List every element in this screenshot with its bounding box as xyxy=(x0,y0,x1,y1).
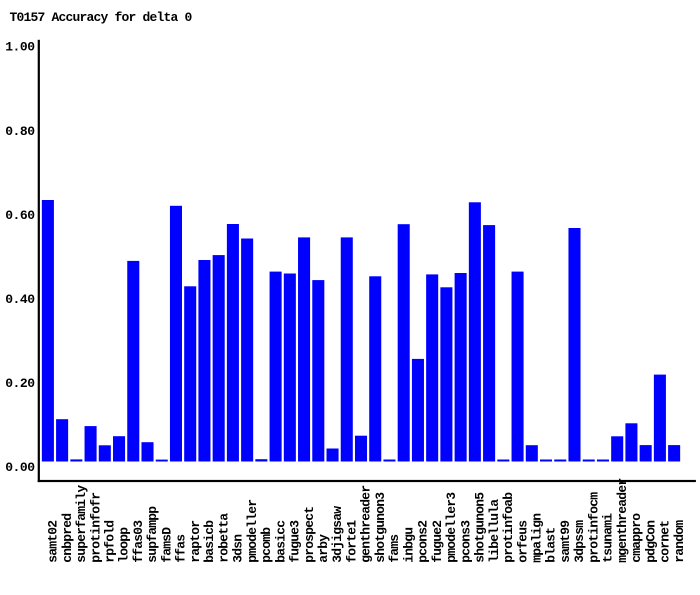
svg-text:pmodeller3: pmodeller3 xyxy=(444,492,459,563)
svg-text:shotgunon5: shotgunon5 xyxy=(473,492,488,563)
svg-text:prospect: prospect xyxy=(302,507,317,563)
svg-text:0.20: 0.20 xyxy=(5,376,35,391)
svg-text:libellula: libellula xyxy=(487,499,502,563)
svg-text:0.00: 0.00 xyxy=(5,460,35,475)
svg-text:T0157 Accuracy for delta 0: T0157 Accuracy for delta 0 xyxy=(10,10,193,25)
svg-text:blast: blast xyxy=(544,528,559,563)
svg-text:forte1: forte1 xyxy=(344,520,359,563)
svg-text:0.80: 0.80 xyxy=(5,124,35,139)
svg-text:inbgu: inbgu xyxy=(401,528,416,563)
svg-text:pmodeller: pmodeller xyxy=(245,500,260,563)
svg-text:supfampp: supfampp xyxy=(145,506,160,563)
svg-text:loopp: loopp xyxy=(117,527,132,563)
svg-text:tsunami: tsunami xyxy=(601,513,616,563)
svg-text:3dsn: 3dsn xyxy=(231,534,246,563)
svg-text:3dpssm: 3dpssm xyxy=(572,520,587,563)
svg-text:orfeus: orfeus xyxy=(515,520,530,563)
svg-text:mpalign: mpalign xyxy=(530,513,545,563)
svg-text:fams: fams xyxy=(387,534,402,563)
svg-text:arby: arby xyxy=(316,534,331,563)
svg-text:raptor: raptor xyxy=(188,521,203,563)
svg-text:protinfoab: protinfoab xyxy=(501,492,516,563)
svg-text:basicc: basicc xyxy=(273,520,288,563)
svg-text:robetta: robetta xyxy=(216,513,231,563)
svg-text:basicb: basicb xyxy=(202,520,217,563)
svg-text:cornet: cornet xyxy=(658,521,673,563)
svg-text:samt99: samt99 xyxy=(558,520,573,563)
svg-text:mgenthreader: mgenthreader xyxy=(615,479,630,563)
svg-text:pcons2: pcons2 xyxy=(416,520,431,563)
svg-text:rpfold: rpfold xyxy=(103,521,118,563)
svg-text:pcons3: pcons3 xyxy=(458,520,473,563)
svg-text:ffas03: ffas03 xyxy=(131,520,146,563)
svg-text:0.40: 0.40 xyxy=(5,292,35,307)
svg-text:protinfocm: protinfocm xyxy=(586,492,601,563)
svg-text:fugue3: fugue3 xyxy=(288,520,303,563)
svg-text:protinfofr: protinfofr xyxy=(88,493,103,563)
svg-text:cnbpred: cnbpred xyxy=(60,514,75,563)
svg-text:1.00: 1.00 xyxy=(5,40,35,55)
svg-text:shotgunon3: shotgunon3 xyxy=(373,492,388,563)
svg-text:0.60: 0.60 xyxy=(5,208,35,223)
svg-text:3djigsaw: 3djigsaw xyxy=(330,506,345,563)
svg-text:pcomb: pcomb xyxy=(259,527,274,563)
svg-text:famsD: famsD xyxy=(159,527,174,563)
svg-text:genthreader: genthreader xyxy=(359,486,374,563)
svg-text:cmappro: cmappro xyxy=(629,513,644,563)
svg-text:fugue2: fugue2 xyxy=(430,520,445,563)
svg-text:samt02: samt02 xyxy=(46,520,61,563)
svg-text:pdgCon: pdgCon xyxy=(643,520,658,563)
svg-text:superfamily: superfamily xyxy=(74,485,89,563)
svg-text:random: random xyxy=(672,520,687,563)
svg-text:ffas: ffas xyxy=(174,534,189,563)
